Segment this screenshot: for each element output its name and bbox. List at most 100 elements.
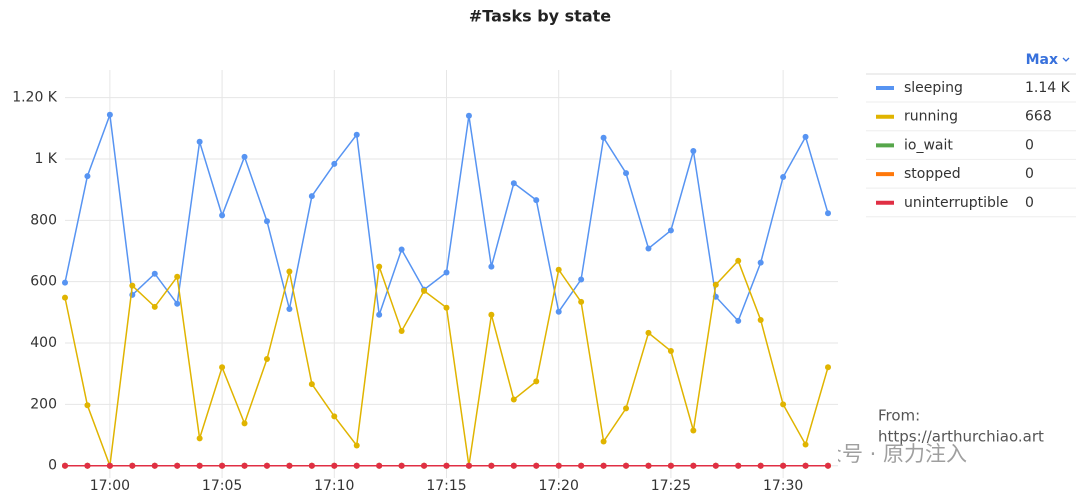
data-point [263,462,270,469]
data-point [196,462,203,469]
data-point [308,462,315,469]
data-point [510,462,517,469]
data-point [667,347,674,354]
data-point [263,218,270,225]
data-point [308,193,315,200]
y-tick-label: 200 [30,396,57,412]
data-point [174,273,181,280]
data-point [241,462,248,469]
data-point [84,462,91,469]
data-point [62,294,68,301]
data-point [151,303,158,310]
data-point [600,462,607,469]
data-point [353,131,360,138]
data-point [802,441,809,448]
legend-header[interactable]: Max [1026,52,1058,68]
legend-value: 668 [1025,109,1052,125]
data-point [331,160,338,167]
data-point [735,462,742,469]
data-point [555,462,562,469]
data-point [578,276,585,283]
data-point [757,462,764,469]
data-point [780,174,787,181]
data-point [690,147,697,154]
data-point [241,420,248,427]
data-point [263,355,270,362]
data-point [129,282,136,289]
data-point [533,197,540,204]
data-point [443,269,450,276]
data-point [398,246,405,253]
data-point [376,311,383,318]
y-tick-label: 600 [30,274,57,290]
legend-label[interactable]: running [904,109,958,125]
data-point [780,401,787,408]
data-point [62,462,68,469]
data-point [645,245,652,252]
data-point [84,173,91,180]
data-point [623,405,630,412]
data-point [308,381,315,388]
x-tick-label: 17:00 [90,478,130,494]
y-tick-label: 400 [30,335,57,351]
data-point [62,279,68,286]
x-tick-label: 17:05 [202,478,242,494]
data-point [623,462,630,469]
data-point [623,170,630,177]
data-point [578,298,585,305]
data-point [645,462,652,469]
annotation: From: [878,407,920,425]
y-tick-label: 1 K [34,151,57,167]
legend-label[interactable]: sleeping [904,80,963,96]
data-point [802,462,809,469]
data-point [376,462,383,469]
data-point [398,328,405,335]
data-point [488,462,495,469]
data-point [825,364,831,371]
data-point [106,111,113,118]
data-point [757,259,764,266]
data-point [353,462,360,469]
data-point [443,462,450,469]
data-point [712,462,719,469]
data-point [488,311,495,318]
data-point [667,462,674,469]
data-point [825,462,831,469]
data-point [353,442,360,449]
chart-title: #Tasks by state [469,7,611,26]
data-point [533,462,540,469]
data-point [600,438,607,445]
legend-label[interactable]: io_wait [904,137,953,153]
data-point [84,402,91,409]
data-point [533,378,540,385]
data-point [286,268,293,275]
x-tick-label: 17:25 [651,478,691,494]
legend-value: 0 [1025,137,1034,153]
data-point [151,270,158,277]
data-point [219,212,226,219]
data-point [510,180,517,187]
data-point [174,462,181,469]
data-point [645,329,652,336]
x-tick-label: 17:15 [426,478,466,494]
annotation: https://arthurchiao.art [878,428,1044,446]
data-point [712,281,719,288]
data-point [443,304,450,311]
data-point [106,462,113,469]
sort-icon [1062,57,1070,62]
data-point [241,153,248,160]
data-point [421,287,428,294]
data-point [151,462,158,469]
x-tick-label: 17:20 [539,478,579,494]
data-point [421,462,428,469]
data-point [219,364,226,371]
data-point [196,435,203,442]
legend-label[interactable]: stopped [904,166,961,182]
legend-label[interactable]: uninterruptible [904,195,1008,211]
data-point [331,462,338,469]
data-point [331,413,338,420]
data-point [286,462,293,469]
plot-area [65,70,838,478]
data-point [735,257,742,264]
